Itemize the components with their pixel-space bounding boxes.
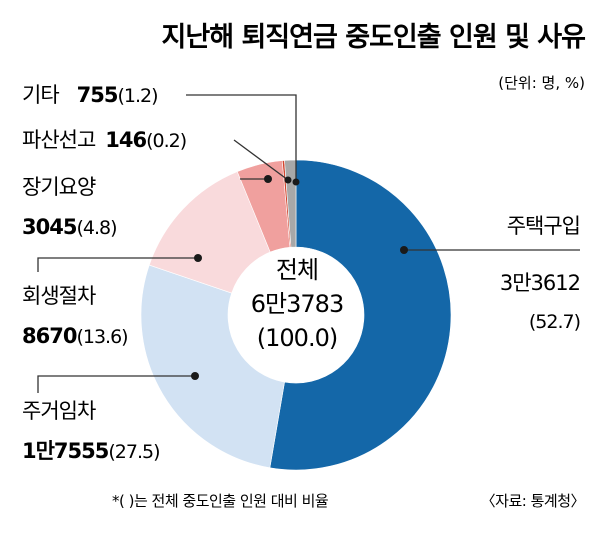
label-rent-name: 주거임차 (22, 399, 96, 423)
label-bankruptcy-name: 파산선고 (22, 128, 96, 152)
leader-line-other (186, 94, 297, 182)
label-rehab-line: 8670(13.6) (22, 324, 128, 348)
label-other-value: 755 (77, 83, 118, 107)
leader-dot-bankruptcy (284, 176, 292, 184)
label-care-value: 3045 (22, 215, 77, 239)
label-care-percent: (4.8) (76, 217, 116, 239)
label-bankruptcy-value: 146 (105, 128, 146, 152)
leader-dot-rehab (194, 254, 202, 262)
footnote: *( )는 전체 중도인출 인원 대비 비율 (112, 492, 328, 510)
label-other-line: 기타 755(1.2) (22, 83, 158, 107)
leader-dot-housing (400, 246, 408, 254)
center-total-label: 전체 (276, 256, 318, 284)
label-housing-percent: (52.7) (529, 311, 580, 333)
label-care-line: 3045(4.8) (22, 215, 117, 239)
slice-housing (269, 159, 452, 471)
donut-slices (140, 159, 452, 471)
leader-dot-care (264, 175, 272, 183)
label-rehab-value: 8670 (22, 324, 77, 348)
label-housing-name: 주택구입 (507, 214, 580, 238)
center-total-percent: (100.0) (257, 324, 337, 352)
leader-line-rehab (37, 257, 198, 272)
label-bankruptcy-percent: (0.2) (146, 130, 186, 152)
label-care-name: 장기요양 (22, 175, 96, 199)
label-rent-value: 1만7555 (22, 439, 109, 463)
label-other-name: 기타 (22, 83, 59, 107)
label-rehab-name: 회생절차 (22, 284, 96, 308)
label-housing-value: 3만3612 (500, 271, 580, 295)
label-rent-line: 1만7555(27.5) (22, 439, 160, 463)
leader-dot-other (292, 178, 300, 186)
leader-dot-rent (191, 372, 199, 380)
label-rehab-percent: (13.6) (76, 326, 127, 348)
leader-line-rent (37, 375, 195, 393)
center-total-value: 6만3783 (251, 290, 343, 318)
source-note: 〈자료: 통계청〉 (481, 492, 585, 510)
label-rent-percent: (27.5) (108, 441, 159, 463)
leader-dots (191, 175, 408, 380)
leader-lines (37, 94, 580, 393)
leader-line-bankruptcy (233, 139, 289, 181)
label-other-percent: (1.2) (117, 85, 157, 107)
slice-rent (140, 264, 285, 469)
unit-label: (단위: 명, %) (498, 74, 585, 92)
label-bankruptcy-line: 파산선고 146(0.2) (22, 128, 186, 152)
chart-title: 지난해 퇴직연금 중도인출 인원 및 사유 (162, 22, 586, 53)
